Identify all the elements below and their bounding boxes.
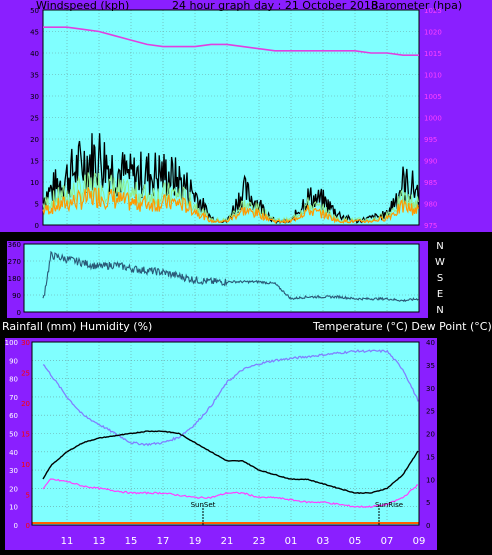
temperature-y-tick: 5 (426, 499, 430, 507)
temp-x-tick: 09 (413, 536, 426, 547)
direction-y-tick: 180 (8, 275, 21, 283)
direction-y-tick: 270 (8, 258, 21, 266)
wind-avg-light-line (42, 172, 419, 224)
temperature-y-tick: 20 (426, 431, 435, 439)
wind-y-tick: 45 (30, 29, 39, 37)
barometer-y-tick: 980 (424, 201, 437, 209)
direction-line (42, 250, 419, 303)
compass-label: E (437, 289, 443, 300)
temp-plot-area (32, 342, 419, 525)
wind-average-line (42, 187, 419, 224)
temperature-y-tick: 25 (426, 408, 435, 416)
humidity-y-tick: 0 (14, 522, 18, 530)
wind-plot-frame (42, 9, 420, 226)
chart-date-title: 24 hour graph day : 21 October 2018 (172, 0, 378, 12)
temperature-y-tick: 15 (426, 453, 435, 461)
humidity-y-tick: 80 (9, 376, 18, 384)
barometer-y-tick: 1000 (424, 115, 442, 123)
barometer-line (43, 26, 419, 56)
compass-label: S (437, 273, 443, 284)
temp-x-tick: 23 (253, 536, 266, 547)
wind-y-tick: 20 (30, 136, 39, 144)
humidity-y-tick: 10 (9, 504, 18, 512)
humidity-line (42, 349, 419, 447)
windspeed-axis-title: Windspeed (kph) (36, 0, 130, 12)
rain-y-tick: 30 (21, 339, 30, 347)
sunrise-label: SunRise (375, 501, 403, 509)
temp-x-tick: 11 (61, 536, 74, 547)
temperature-y-tick: 35 (426, 362, 435, 370)
wind-y-tick: 0 (35, 222, 39, 230)
humidity-y-tick: 70 (9, 394, 18, 402)
wind-y-tick: 10 (30, 179, 39, 187)
humidity-y-tick: 40 (9, 449, 18, 457)
wind-y-tick: 50 (30, 7, 39, 15)
barometer-y-tick: 1015 (424, 50, 442, 58)
humidity-y-tick: 100 (5, 339, 18, 347)
temperature-dewpoint-title: Temperature (°C) Dew Point (°C) (313, 320, 492, 333)
barometer-y-tick: 1025 (424, 7, 442, 15)
rain-y-tick: 0 (26, 522, 30, 530)
humidity-y-tick: 30 (9, 467, 18, 475)
wind-y-tick: 30 (30, 93, 39, 101)
temperature-y-tick: 40 (426, 339, 435, 347)
compass-label: W (435, 257, 445, 268)
barometer-y-tick: 1020 (424, 29, 442, 37)
barometer-axis-title: Barometer (hpa) (371, 0, 463, 12)
wind-plot-area (43, 10, 419, 225)
temp-x-tick: 03 (317, 536, 330, 547)
temp-x-tick: 19 (189, 536, 202, 547)
humidity-y-tick: 20 (9, 485, 18, 493)
compass-label: N (436, 241, 443, 252)
barometer-y-tick: 990 (424, 158, 437, 166)
temperature-line (42, 430, 419, 495)
sunset-label: SunSet (191, 501, 216, 509)
wind-y-tick: 5 (35, 201, 39, 209)
barometer-y-tick: 995 (424, 136, 437, 144)
direction-y-tick: 90 (12, 292, 21, 300)
temperature-y-tick: 0 (426, 522, 430, 530)
rain-y-tick: 15 (21, 431, 30, 439)
direction-plot-frame (23, 243, 420, 313)
wind-y-tick: 15 (30, 158, 39, 166)
direction-y-tick: 0 (17, 309, 21, 317)
wind-y-tick: 25 (30, 115, 39, 123)
direction-plot-area (24, 244, 419, 312)
temperature-y-tick: 30 (426, 385, 435, 393)
temp-x-tick: 15 (125, 536, 138, 547)
dewpoint-line (42, 478, 418, 509)
barometer-y-tick: 975 (424, 222, 437, 230)
temperature-y-tick: 10 (426, 476, 435, 484)
rain-y-tick: 5 (26, 492, 30, 500)
rain-y-tick: 25 (21, 370, 30, 378)
humidity-y-tick: 60 (9, 412, 18, 420)
humidity-y-tick: 50 (9, 431, 18, 439)
compass-label: N (436, 305, 443, 316)
top-header-strip (0, 0, 492, 10)
rain-y-tick: 10 (21, 461, 30, 469)
wind-y-tick: 40 (30, 50, 39, 58)
barometer-y-tick: 1005 (424, 93, 442, 101)
rainfall-humidity-title: Rainfall (mm) Humidity (%) (2, 320, 153, 333)
humidity-y-tick: 90 (9, 357, 18, 365)
temp-x-tick: 13 (93, 536, 106, 547)
barometer-y-tick: 1010 (424, 72, 442, 80)
temp-x-tick: 07 (381, 536, 394, 547)
temp-x-tick: 05 (349, 536, 362, 547)
temp-x-tick: 17 (157, 536, 170, 547)
direction-y-tick: 360 (8, 241, 21, 249)
wind-y-tick: 35 (30, 72, 39, 80)
temp-plot-frame (31, 341, 420, 526)
rain-y-tick: 20 (21, 400, 30, 408)
temp-x-tick: 01 (285, 536, 298, 547)
barometer-y-tick: 985 (424, 179, 437, 187)
temp-x-tick: 21 (221, 536, 234, 547)
